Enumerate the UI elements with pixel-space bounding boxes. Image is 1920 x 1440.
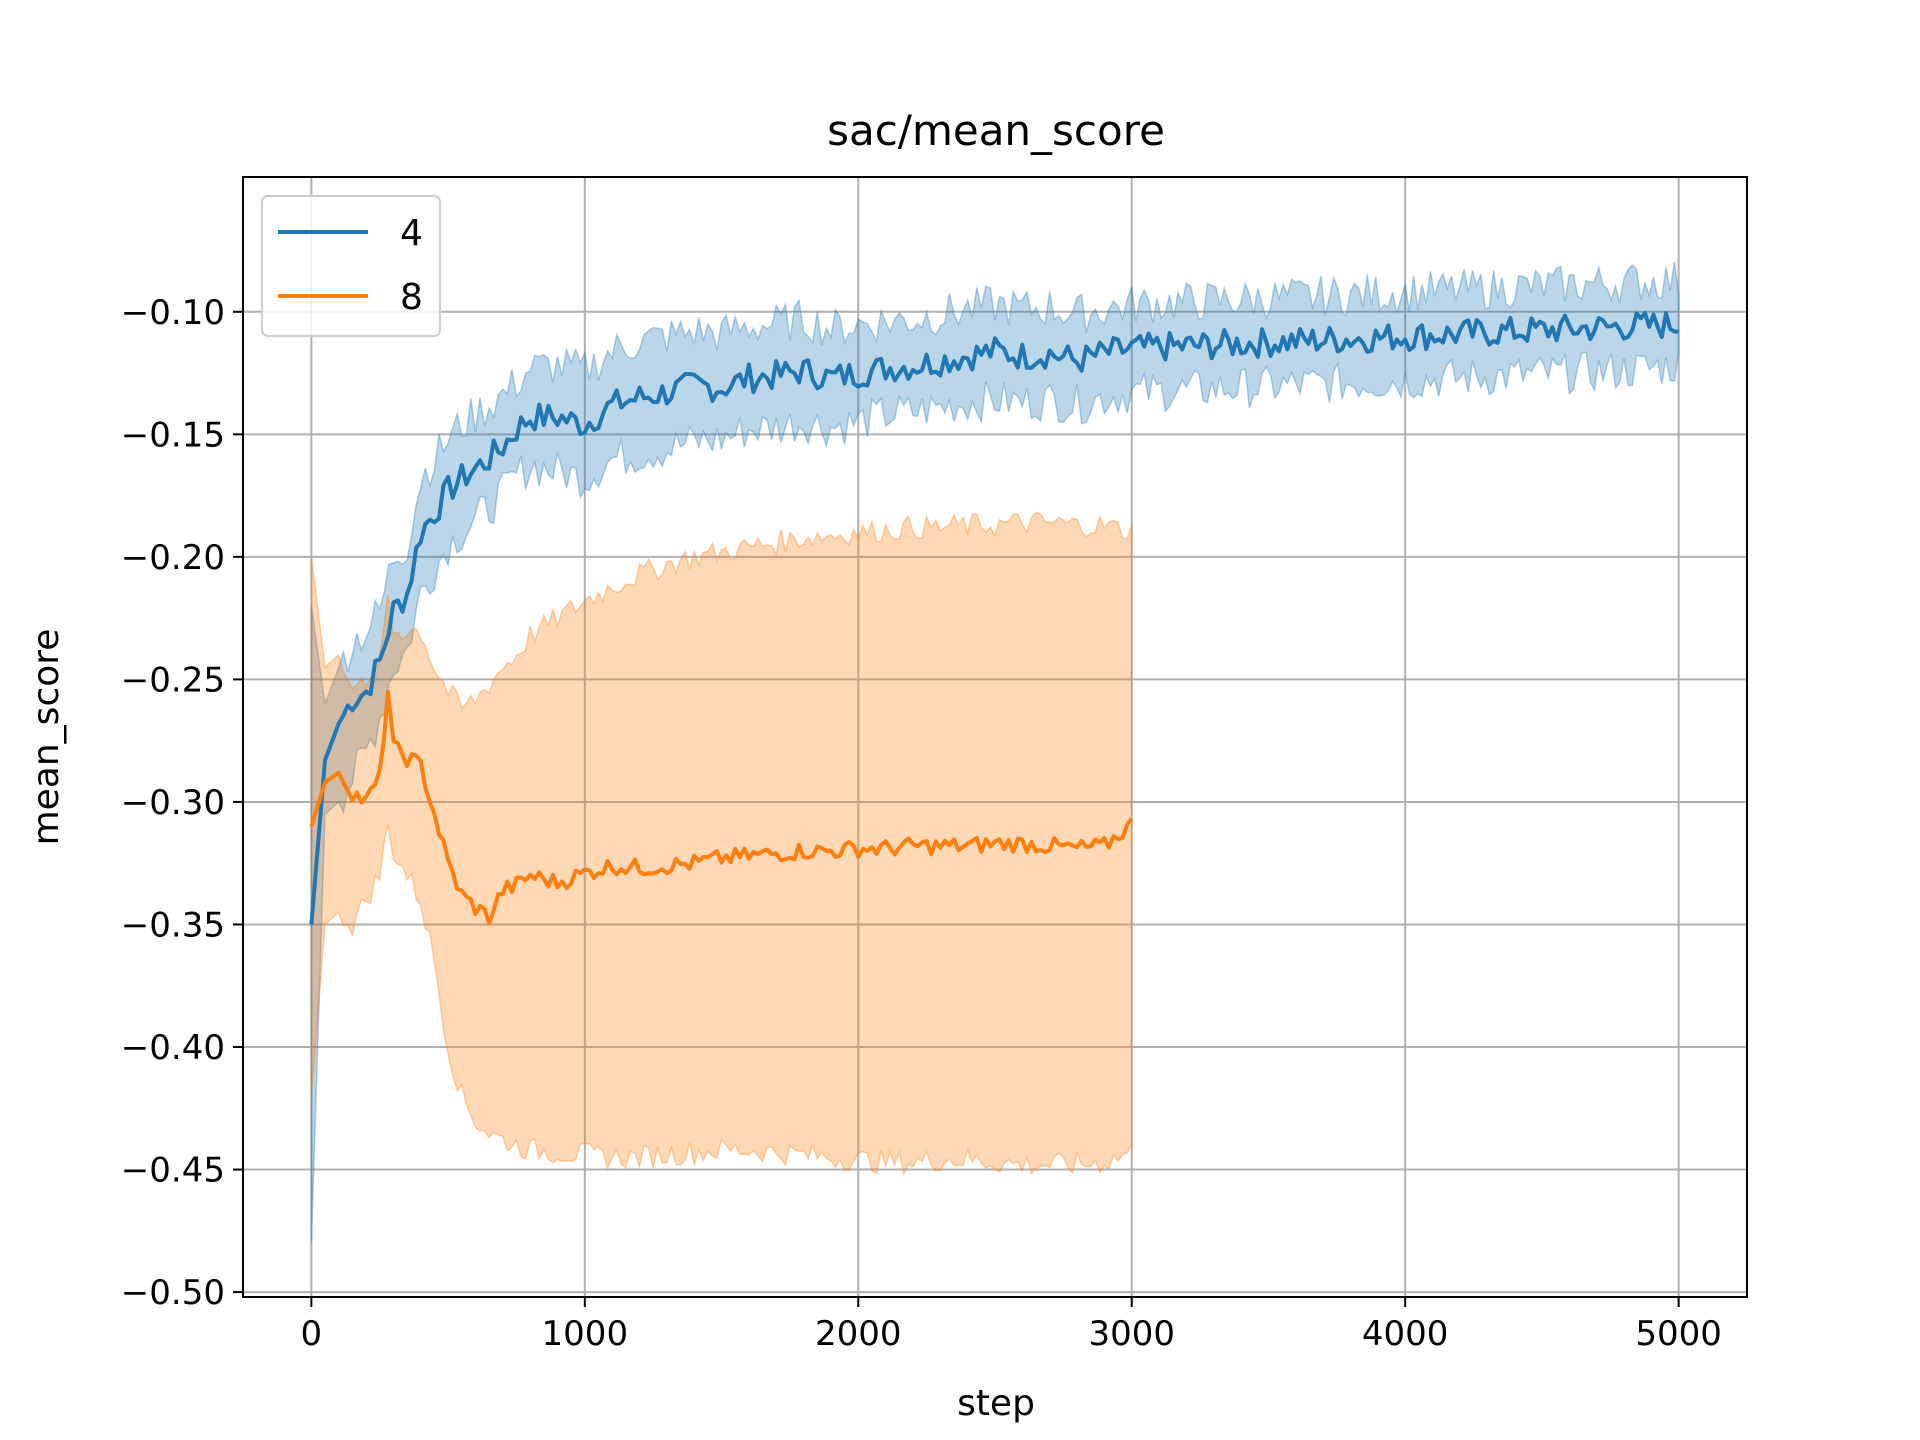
plot-frame — [242, 176, 1748, 1298]
y-tick-label: −0.30 — [121, 783, 225, 823]
x-tick-label: 2000 — [815, 1314, 902, 1354]
y-axis: −0.50 −0.45 −0.40 −0.35 −0.30 −0.25 −0.20 −0.15… — [121, 293, 243, 1313]
x-tick-label: 3000 — [1088, 1314, 1175, 1354]
x-tick-label: 1000 — [542, 1314, 629, 1354]
series-4-band — [310, 261, 1680, 1244]
legend-label-4: 4 — [400, 213, 423, 254]
y-tick-label: −0.40 — [121, 1028, 225, 1068]
series-lines — [309, 311, 1679, 926]
x-axis: 0 1000 2000 3000 4000 5000 — [301, 1297, 1722, 1354]
y-tick-label: −0.10 — [121, 293, 225, 333]
legend: 48 — [261, 195, 441, 337]
grid — [243, 177, 1747, 1297]
y-tick-label: −0.35 — [121, 905, 225, 945]
x-tick-label: 4000 — [1362, 1314, 1449, 1354]
y-tick-label: −0.50 — [121, 1273, 225, 1313]
y-tick-label: −0.45 — [121, 1151, 225, 1191]
series-8-line — [309, 689, 1134, 926]
x-tick-label: 0 — [301, 1314, 323, 1354]
x-tick-label: 5000 — [1635, 1314, 1722, 1354]
series-4-line — [309, 311, 1679, 925]
series-8-band — [310, 511, 1133, 1177]
y-tick-label: −0.15 — [121, 415, 225, 455]
chart-title: sac/mean_score — [827, 106, 1165, 155]
y-axis-title: mean_score — [26, 629, 67, 846]
y-tick-label: −0.25 — [121, 660, 225, 700]
legend-label-8: 8 — [400, 277, 423, 318]
y-tick-label: −0.20 — [121, 538, 225, 578]
confidence-bands — [310, 261, 1680, 1244]
x-axis-title: step — [957, 1383, 1035, 1424]
